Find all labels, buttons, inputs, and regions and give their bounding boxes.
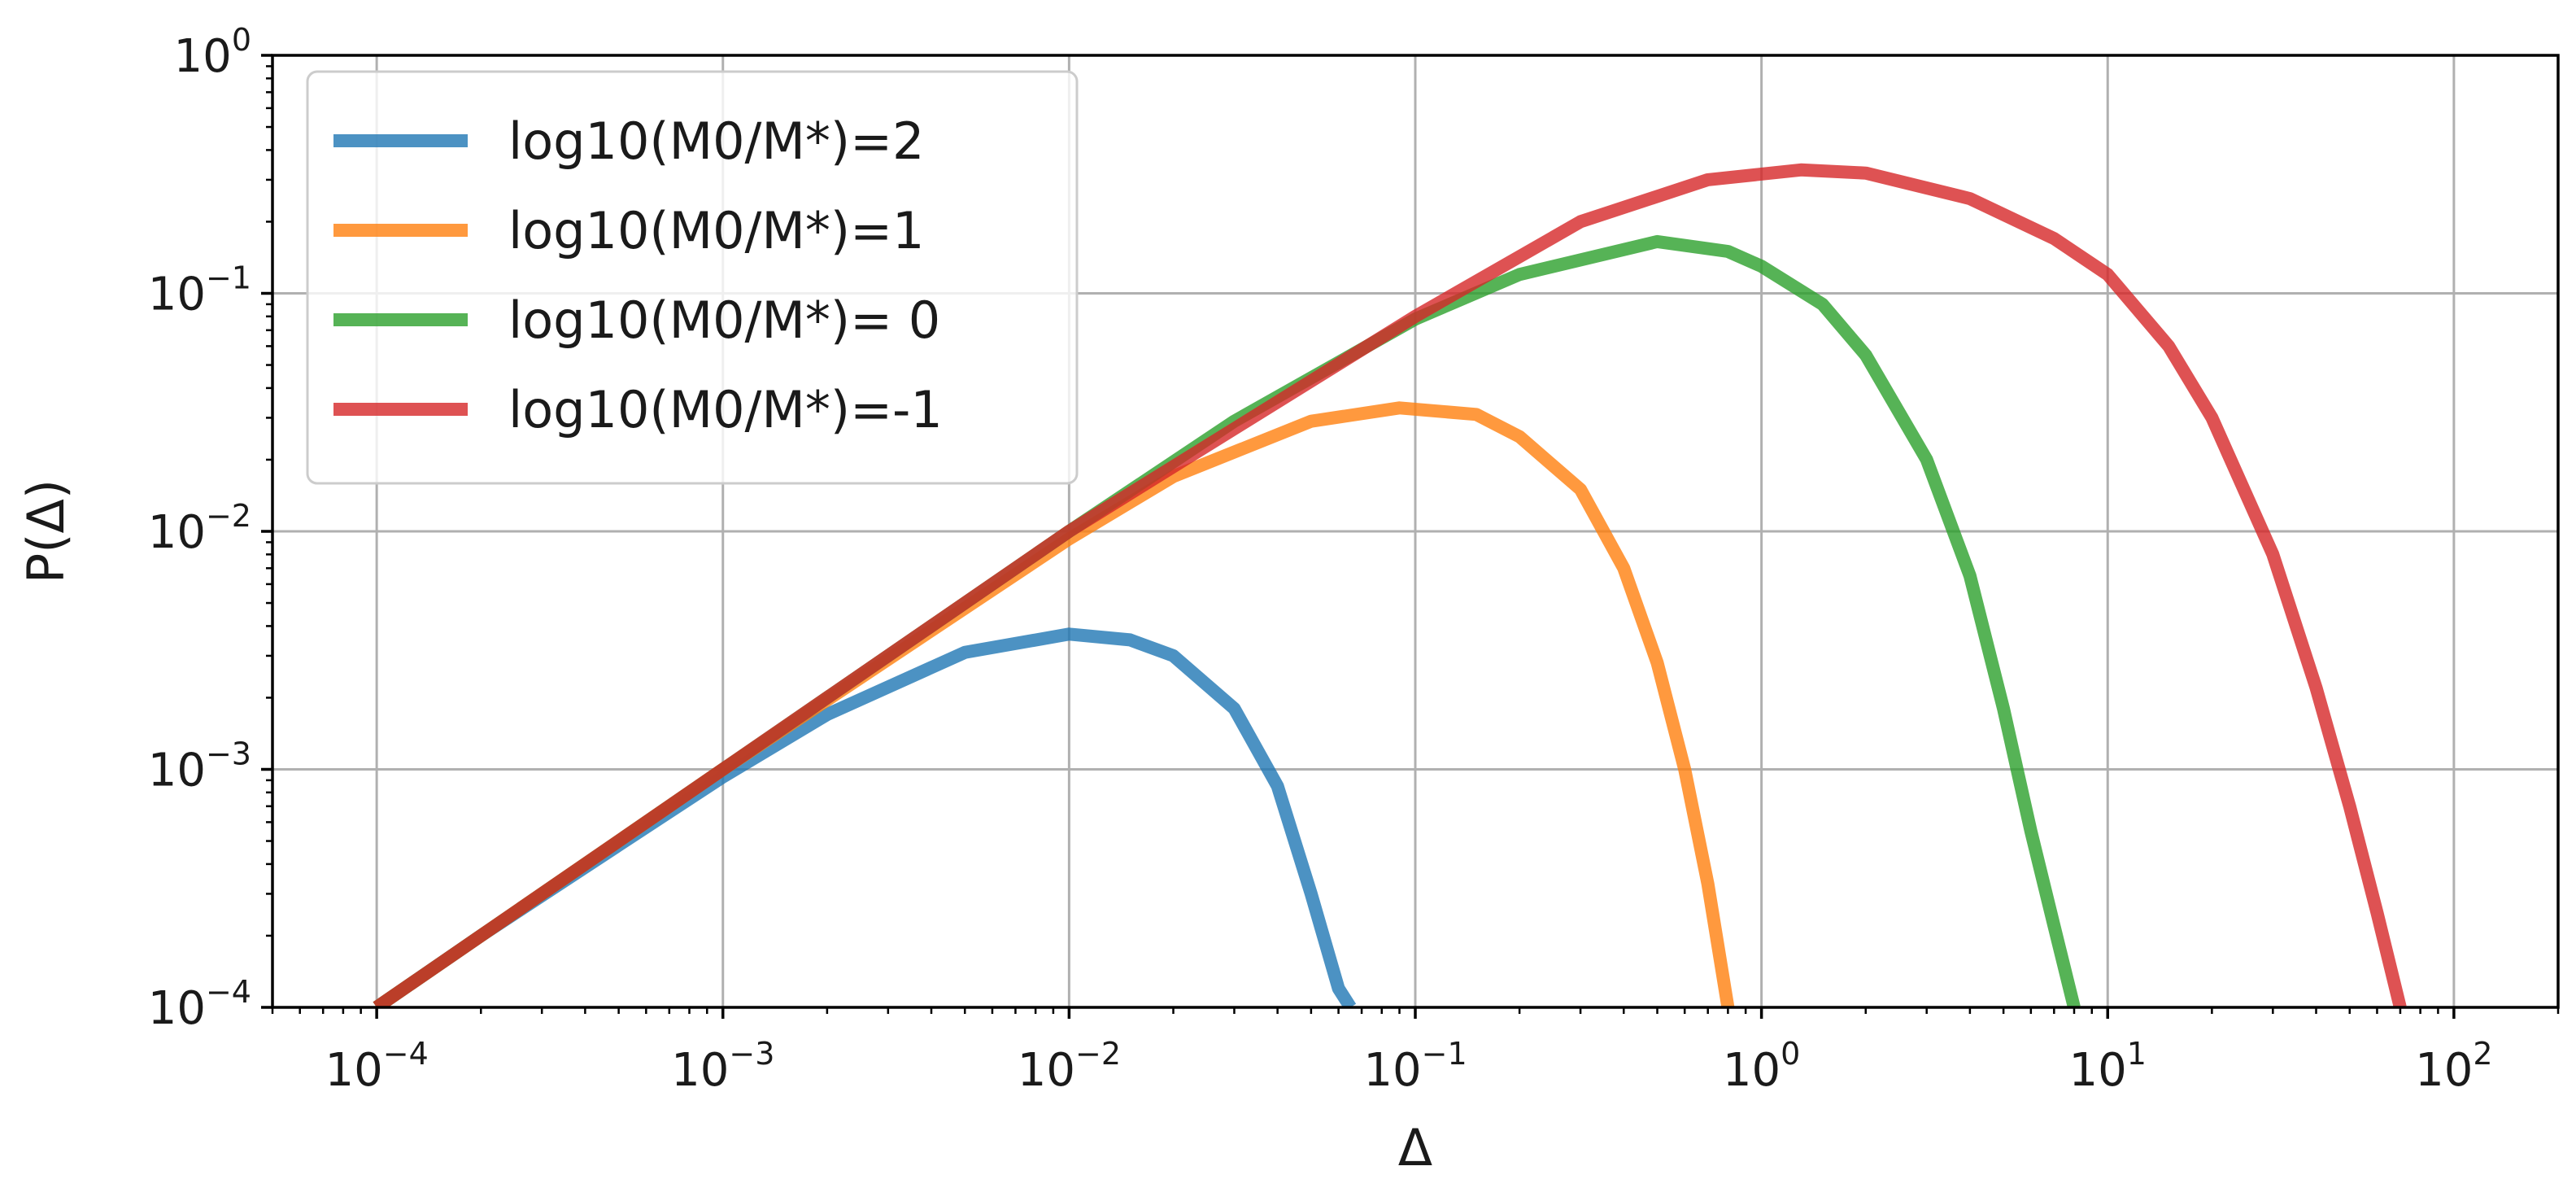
y-tick-base: 10 — [148, 269, 206, 321]
series-line-1 — [373, 627, 1357, 1007]
y-tick-label: 10−4 — [148, 974, 251, 1035]
y-tick-exponent: −3 — [206, 736, 251, 772]
x-tick-base: 10 — [671, 1044, 729, 1097]
x-tick-label: 10−3 — [671, 1036, 774, 1097]
legend-box — [306, 70, 1079, 485]
x-tick-base: 10 — [2069, 1044, 2127, 1097]
series-line-4 — [373, 163, 2407, 1007]
legend-items: log10(M0/M*)=2 log10(M0/M*)=1 log10(M0/M*)… — [333, 111, 943, 439]
x-tick-base: 10 — [1363, 1044, 1421, 1097]
legend: log10(M0/M*)=2 log10(M0/M*)=1 log10(M0/M*)… — [306, 70, 1079, 485]
x-tick-base: 10 — [1018, 1044, 1075, 1097]
x-tick-base: 10 — [1723, 1044, 1781, 1097]
legend-label-3: log10(M0/M*)= 0 — [508, 290, 940, 350]
x-tick-labels: 10−4 10−3 10−2 10−1 100 101 102 — [325, 1036, 2492, 1097]
legend-label-2: log10(M0/M*)=1 — [508, 201, 925, 260]
x-tick-label: 10−2 — [1018, 1036, 1121, 1097]
x-tick-exponent: −4 — [383, 1036, 429, 1072]
x-tick-exponent: −2 — [1075, 1036, 1121, 1072]
y-tick-exponent: 0 — [232, 22, 251, 58]
x-tick-label: 101 — [2069, 1036, 2147, 1097]
y-tick-base: 10 — [148, 506, 206, 559]
y-tick-exponent: −1 — [206, 260, 251, 296]
x-tick-label: 100 — [1723, 1036, 1800, 1097]
x-tick-exponent: 1 — [2127, 1036, 2147, 1072]
legend-label-4: log10(M0/M*)=-1 — [508, 380, 943, 439]
y-axis-label: P(Δ) — [16, 479, 76, 583]
x-tick-base: 10 — [2415, 1044, 2473, 1097]
x-tick-exponent: −3 — [729, 1036, 774, 1072]
legend-label-1: log10(M0/M*)=2 — [508, 111, 925, 171]
y-tick-label: 100 — [174, 22, 251, 83]
x-tick-exponent: 0 — [1781, 1036, 1800, 1072]
x-tick-label: 10−1 — [1363, 1036, 1467, 1097]
y-tick-base: 10 — [174, 30, 232, 83]
y-tick-exponent: −2 — [206, 498, 251, 534]
y-tick-base: 10 — [148, 982, 206, 1035]
x-tick-label: 102 — [2415, 1036, 2492, 1097]
axis-ticks — [261, 54, 2560, 1019]
y-tick-exponent: −4 — [206, 974, 251, 1010]
x-tick-exponent: −1 — [1422, 1036, 1467, 1072]
y-tick-base: 10 — [148, 745, 206, 797]
x-tick-base: 10 — [325, 1044, 382, 1097]
series-layer — [373, 163, 2407, 1007]
x-tick-label: 10−4 — [325, 1036, 428, 1097]
y-tick-label: 10−1 — [148, 260, 251, 321]
y-tick-label: 10−3 — [148, 736, 251, 797]
x-tick-exponent: 2 — [2473, 1036, 2492, 1072]
x-axis-label: Δ — [1398, 1118, 1432, 1177]
y-tick-label: 10−2 — [148, 498, 251, 559]
series-line-2 — [373, 401, 1735, 1007]
